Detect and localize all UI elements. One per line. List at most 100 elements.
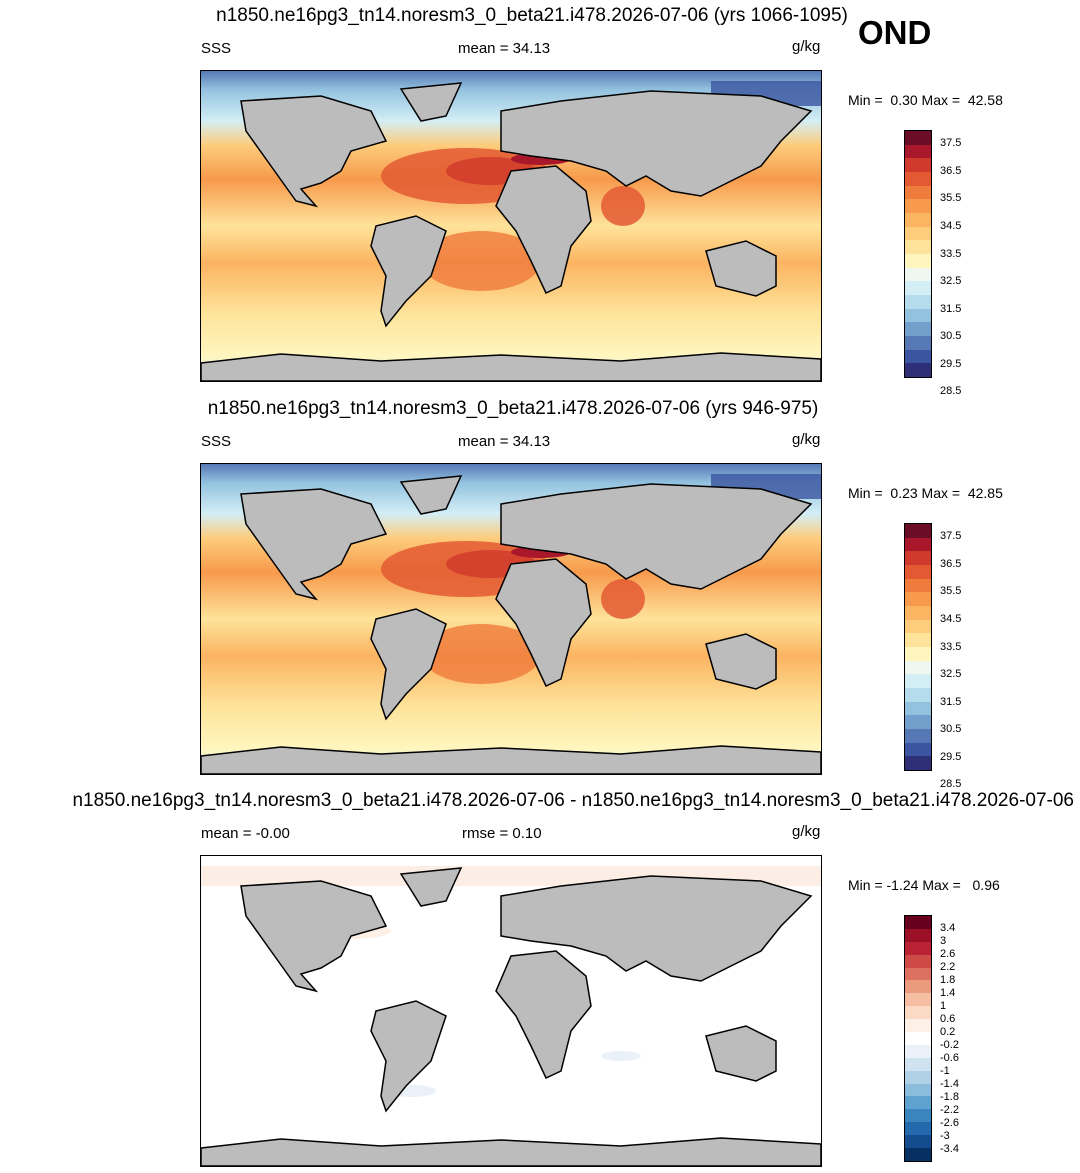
mean-label: mean = -0.00 bbox=[201, 825, 290, 842]
colorbar-swatch bbox=[905, 363, 931, 377]
panel-title: n1850.ne16pg3_tn14.noresm3_0_beta21.i478… bbox=[207, 398, 819, 419]
colorbar-swatch bbox=[905, 756, 931, 770]
colorbar-swatch bbox=[905, 199, 931, 213]
colorbar-swatch bbox=[905, 1148, 931, 1161]
colorbar-tick-label: 2.6 bbox=[940, 947, 956, 960]
colorbar-tick-label: 1.8 bbox=[940, 973, 956, 986]
mean-label: mean = 34.13 bbox=[458, 40, 551, 57]
colorbar-tick-label: -3.4 bbox=[940, 1142, 959, 1155]
variable-label: SSS bbox=[201, 40, 232, 57]
colorbar-swatch bbox=[905, 1083, 931, 1097]
colorbar-swatch bbox=[905, 1044, 931, 1058]
colorbar-tick-label: 37.5 bbox=[940, 530, 962, 543]
antarctica bbox=[201, 1137, 821, 1166]
colorbar-swatch bbox=[905, 144, 931, 159]
colorbar-tick-label: 30.5 bbox=[940, 723, 962, 736]
colorbar-swatch bbox=[905, 980, 931, 994]
land-masses bbox=[201, 475, 821, 774]
colorbar-tick-label: 31.5 bbox=[940, 695, 962, 708]
colorbar bbox=[904, 130, 932, 378]
colorbar-tick-label: 35.5 bbox=[940, 192, 962, 205]
colorbar-swatch bbox=[905, 171, 931, 186]
max-value: 0.96 bbox=[972, 877, 1000, 893]
min-value: 0.30 bbox=[890, 92, 918, 108]
colorbar-swatch bbox=[905, 619, 931, 634]
min-value: 0.23 bbox=[890, 485, 918, 501]
africa bbox=[495, 950, 592, 1079]
colorbar-tick-label: 28.5 bbox=[940, 778, 962, 791]
colorbar-tick-label: 36.5 bbox=[940, 557, 962, 570]
colorbar-swatch bbox=[905, 578, 931, 593]
colorbar-swatch bbox=[905, 1135, 931, 1149]
colorbar-tick-label: 37.5 bbox=[940, 137, 962, 150]
mean-label: mean = 34.13 bbox=[458, 433, 551, 450]
colorbar-tick-label: 35.5 bbox=[940, 585, 962, 598]
max-value: 42.85 bbox=[967, 485, 1003, 501]
colorbar-swatch bbox=[905, 524, 931, 538]
colorbar-swatch bbox=[905, 185, 931, 200]
colorbar-tick-label: -2.2 bbox=[940, 1103, 959, 1116]
colorbar-swatch bbox=[905, 916, 931, 929]
colorbar-swatch bbox=[905, 954, 931, 968]
colorbar-tick-label: 29.5 bbox=[940, 750, 962, 763]
colorbar-swatch bbox=[905, 1032, 931, 1045]
units-label: g/kg bbox=[792, 431, 821, 448]
colorbar-tick-label: 34.5 bbox=[940, 219, 962, 232]
colorbar-tick-label: 1 bbox=[940, 999, 947, 1012]
sss-map bbox=[200, 463, 822, 775]
colorbar-swatch bbox=[905, 158, 931, 172]
colorbar-tick-label: -1 bbox=[940, 1064, 950, 1077]
colorbar-tick-label: 29.5 bbox=[940, 357, 962, 370]
eurasia bbox=[500, 483, 813, 590]
units-label: g/kg bbox=[792, 38, 821, 55]
arabian-sea-salinity-max bbox=[601, 579, 645, 619]
australia bbox=[705, 633, 777, 690]
colorbar-tick-label: 36.5 bbox=[940, 164, 962, 177]
colorbar-swatch bbox=[905, 294, 931, 309]
antarctica bbox=[201, 352, 821, 381]
season-label: OND bbox=[858, 14, 932, 51]
colorbar-swatch bbox=[905, 1122, 931, 1136]
south-atlantic-salinity-max bbox=[421, 231, 541, 291]
colorbar bbox=[904, 915, 932, 1162]
eurasia bbox=[500, 90, 813, 197]
panel-title: n1850.ne16pg3_tn14.noresm3_0_beta21.i478… bbox=[72, 790, 1074, 811]
colorbar-swatch bbox=[905, 687, 931, 702]
colorbar-swatch bbox=[905, 564, 931, 579]
colorbar-tick-label: 0.2 bbox=[940, 1025, 956, 1038]
colorbar-tick-label: 2.2 bbox=[940, 960, 956, 973]
colorbar-swatch bbox=[905, 308, 931, 323]
colorbar-swatch bbox=[905, 267, 931, 282]
colorbar-swatch bbox=[905, 1070, 931, 1084]
south-america bbox=[370, 1000, 447, 1113]
africa bbox=[495, 558, 592, 687]
north-america bbox=[240, 95, 388, 208]
sss-map bbox=[200, 70, 822, 382]
land-masses bbox=[201, 82, 821, 381]
colorbar-swatch bbox=[905, 993, 931, 1007]
rmse-label: rmse = 0.10 bbox=[462, 825, 542, 842]
colorbar-swatch bbox=[905, 646, 931, 661]
colorbar-swatch bbox=[905, 967, 931, 981]
colorbar-swatch bbox=[905, 715, 931, 729]
colorbar-swatch bbox=[905, 1096, 931, 1110]
antarctica bbox=[201, 745, 821, 774]
colorbar-swatch bbox=[905, 928, 931, 942]
panel-title: n1850.ne16pg3_tn14.noresm3_0_beta21.i478… bbox=[216, 5, 848, 26]
map-svg bbox=[201, 856, 821, 1166]
units-label: g/kg bbox=[792, 823, 821, 840]
colorbar-swatch bbox=[905, 240, 931, 254]
colorbar-swatch bbox=[905, 1109, 931, 1123]
australia bbox=[705, 1025, 777, 1082]
colorbar-swatch bbox=[905, 660, 931, 675]
colorbar-swatch bbox=[905, 226, 931, 241]
colorbar-tick-label: 32.5 bbox=[940, 275, 962, 288]
colorbar-swatch bbox=[905, 322, 931, 336]
min-max-readout: Min = 0.30 Max = 42.58 bbox=[848, 92, 1003, 108]
colorbar-swatch bbox=[905, 742, 931, 757]
colorbar-swatch bbox=[905, 281, 931, 295]
colorbar-tick-label: 0.6 bbox=[940, 1012, 956, 1025]
colorbar-swatch bbox=[905, 551, 931, 565]
colorbar-tick-label: -3 bbox=[940, 1129, 950, 1142]
colorbar-swatch bbox=[905, 1006, 931, 1020]
